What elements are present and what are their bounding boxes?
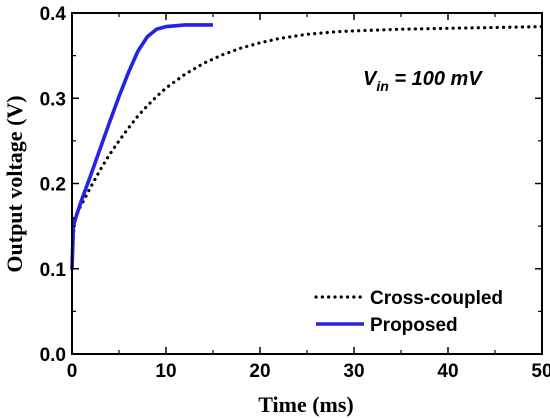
x-tick-label: 50: [531, 361, 550, 382]
legend-label: Proposed: [370, 315, 458, 336]
x-axis-label: Time (ms): [258, 392, 354, 417]
legend: Cross-coupled Proposed: [314, 288, 503, 336]
y-tick-label: 0.3: [40, 89, 66, 110]
y-axis-label: Output voltage (V): [2, 95, 27, 272]
vin-subscript: in: [376, 78, 388, 94]
y-tick-label: 0.2: [40, 175, 66, 196]
vin-annotation: Vin = 100 mV: [363, 68, 483, 94]
y-tick-label: 0.4: [40, 4, 67, 25]
y-tick-label: 0.1: [40, 260, 67, 281]
series-lines: [70, 23, 544, 271]
legend-label: Cross-coupled: [370, 288, 503, 309]
y-tick-label: 0.0: [40, 345, 66, 366]
x-tick-label: 30: [343, 361, 364, 382]
vin-prefix: V: [363, 68, 378, 90]
x-tick-label: 20: [249, 361, 270, 382]
x-tick-label: 0: [67, 361, 78, 382]
x-tick-label: 40: [437, 361, 458, 382]
vin-value: = 100 mV: [389, 68, 484, 90]
x-tick-label: 10: [155, 361, 176, 382]
series-line-cross-coupled: [70, 25, 544, 271]
axis-ticks: 0 10 20 30 40 50 0.0 0.1 0.2 0.3 0.4: [40, 4, 550, 382]
series-line-proposed: [70, 23, 213, 269]
